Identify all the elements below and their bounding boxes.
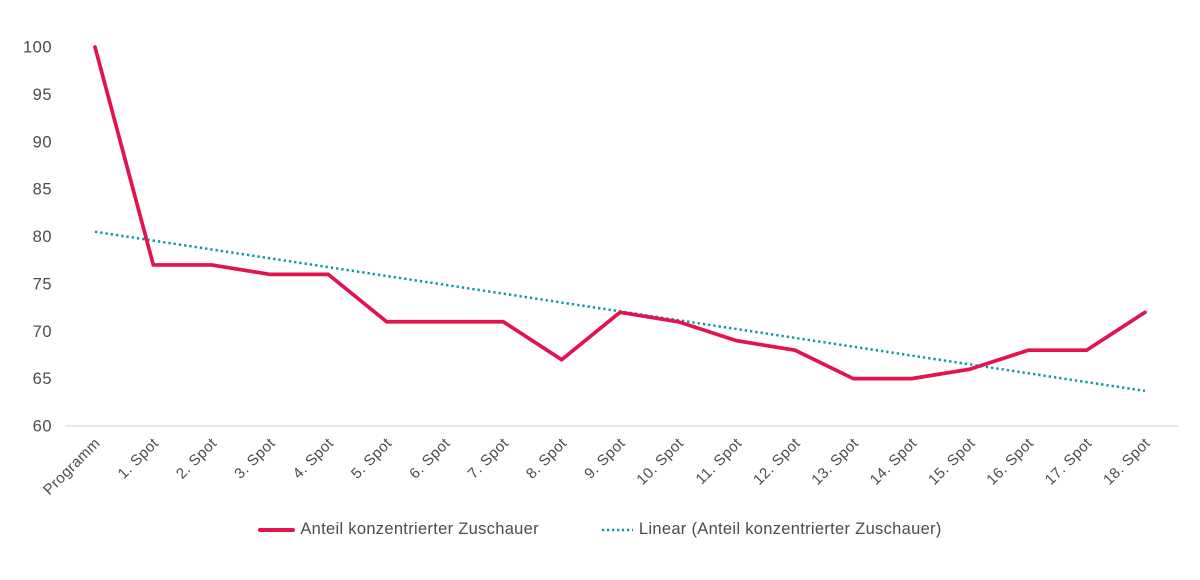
- x-tick-label: 8. Spot: [523, 435, 571, 483]
- legend-swatch-dotted-line: [601, 528, 633, 531]
- legend-item-series: Anteil konzentrierter Zuschauer: [258, 520, 539, 539]
- legend-item-trend: Linear (Anteil konzentrierter Zuschauer): [601, 520, 942, 539]
- y-tick-label: 65: [33, 370, 52, 388]
- x-tick-label: 14. Spot: [867, 435, 921, 489]
- x-axis-labels: Programm 1. Spot 2. Spot 3. Spot 4. Spot 5. S…: [40, 435, 1154, 499]
- y-tick-label: 70: [33, 323, 52, 341]
- legend: Anteil konzentrierter Zuschauer Linear (…: [0, 520, 1200, 539]
- x-tick-label: 15. Spot: [925, 435, 979, 489]
- y-tick-label: 85: [33, 181, 52, 199]
- x-tick-label: 3. Spot: [231, 435, 279, 483]
- x-tick-label: 13. Spot: [808, 435, 862, 489]
- x-tick-label: 12. Spot: [750, 435, 804, 489]
- legend-label-series: Anteil konzentrierter Zuschauer: [300, 520, 539, 538]
- x-tick-label: Programm: [40, 435, 104, 499]
- data-series-line: [93, 45, 1147, 381]
- x-tick-label: 11. Spot: [692, 435, 745, 488]
- x-tick-label: 17. Spot: [1042, 435, 1096, 489]
- x-tick-label: 10. Spot: [633, 435, 687, 489]
- x-tick-label: 1. Spot: [115, 435, 163, 483]
- y-tick-label: 95: [33, 86, 52, 104]
- y-tick-label: 90: [33, 133, 52, 151]
- y-axis-labels: 60 65 70 75 80 85 90 95 100: [23, 39, 52, 436]
- legend-label-trend: Linear (Anteil konzentrierter Zuschauer): [638, 520, 942, 538]
- x-tick-label: 5. Spot: [348, 435, 396, 483]
- x-tick-label: 4. Spot: [290, 435, 338, 483]
- y-tick-label: 100: [23, 39, 52, 57]
- legend-swatch-solid-line: [258, 527, 296, 532]
- x-tick-label: 9. Spot: [581, 435, 629, 483]
- x-tick-label: 2. Spot: [173, 435, 221, 483]
- y-tick-label: 80: [33, 228, 52, 246]
- x-tick-label: 18. Spot: [1100, 435, 1154, 489]
- y-tick-label: 60: [33, 418, 52, 436]
- x-tick-label: 7. Spot: [465, 435, 513, 483]
- x-tick-label: 16. Spot: [983, 435, 1037, 489]
- y-tick-label: 75: [33, 275, 52, 293]
- line-chart: 60 65 70 75 80 85 90 95 100 Programm 1. Spot 2. Sp…: [23, 39, 1178, 499]
- x-tick-label: 6. Spot: [406, 435, 454, 483]
